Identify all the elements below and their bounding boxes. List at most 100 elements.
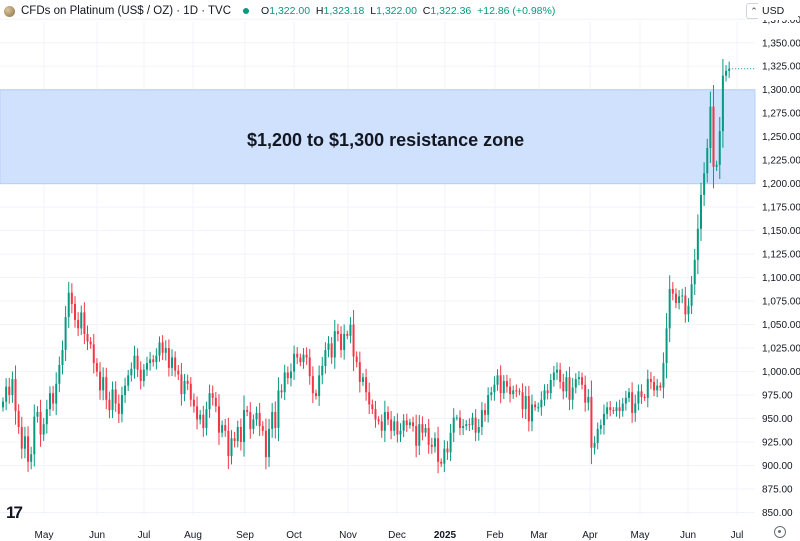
candle-body (152, 359, 155, 363)
candle (465, 419, 468, 431)
candle (167, 339, 170, 377)
candle-body (452, 417, 455, 433)
candle (330, 337, 333, 364)
price-tick-label: 1,250.00 (762, 132, 800, 143)
candle-body (499, 375, 502, 394)
candle (230, 430, 233, 465)
candle-body (471, 417, 474, 426)
candle (634, 394, 637, 422)
candle (186, 374, 189, 391)
candle (333, 319, 336, 369)
candle (158, 336, 161, 362)
candle-body (89, 341, 92, 345)
resistance-zone-label: $1,200 to $1,300 resistance zone (247, 130, 525, 150)
candle (534, 400, 537, 411)
candle (496, 369, 499, 391)
candle-body (584, 384, 587, 403)
tradingview-logo[interactable]: 17 (6, 503, 23, 522)
candle-body (527, 396, 530, 422)
candle (671, 282, 674, 301)
candle (368, 382, 371, 415)
candle (402, 414, 405, 438)
candle-body (111, 389, 114, 411)
time-tick-label: Aug (184, 530, 202, 541)
candle (440, 458, 443, 467)
chart-header: CFDs on Platinum (US$ / OZ) · 1D · TVC O… (0, 0, 740, 22)
candle (549, 373, 552, 400)
candle (11, 371, 14, 403)
candle-body (383, 411, 386, 431)
candle (374, 400, 377, 428)
candle-body (524, 396, 527, 410)
candle-body (11, 379, 14, 396)
candle-body (61, 349, 64, 365)
candle-body (133, 355, 136, 369)
candle (433, 432, 436, 453)
candle-body (496, 375, 499, 385)
candle-body (725, 70, 728, 76)
time-tick-label: Nov (339, 530, 357, 541)
settings-icon[interactable] (774, 526, 786, 538)
candle-body (546, 390, 549, 394)
candle (725, 65, 728, 82)
candle (48, 386, 51, 416)
candle (211, 385, 214, 406)
candle (277, 377, 280, 442)
candle-body (490, 392, 493, 396)
price-axis[interactable]: 850.00 875.00 900.00 925.00 950.00 975.00 1,00… (762, 15, 800, 519)
candle (446, 441, 449, 460)
candle (590, 380, 593, 465)
price-tick-label: 1,000.00 (762, 367, 800, 378)
time-axis[interactable]: May Jun Jul Aug Sep Oct Nov Dec 2025 Feb Mar Apr May… (35, 530, 744, 541)
candle (386, 406, 389, 426)
candle (678, 290, 681, 310)
candle-body (177, 370, 180, 375)
candle-body (305, 354, 308, 358)
symbol-title[interactable]: CFDs on Platinum (US$ / OZ) · 1D · TVC (21, 5, 232, 17)
candle (83, 302, 86, 345)
candle-body (565, 377, 568, 392)
candle (183, 373, 186, 402)
candle (246, 405, 249, 417)
candle (311, 366, 314, 404)
candle-body (221, 425, 224, 433)
candle-body (311, 376, 314, 394)
candle-body (180, 374, 183, 395)
candle (343, 324, 346, 360)
candle (556, 362, 559, 380)
candle (709, 91, 712, 164)
candle-body (23, 436, 26, 449)
candle-body (609, 407, 612, 411)
candle-body (211, 393, 214, 398)
candle-body (243, 410, 246, 443)
time-tick-label: 2025 (434, 530, 457, 541)
candle (208, 384, 211, 418)
currency-selector[interactable]: USD (758, 2, 798, 20)
candle-body (505, 380, 508, 387)
candle-body (612, 410, 615, 412)
candle (36, 406, 39, 423)
candle (484, 403, 487, 422)
candle-body (440, 461, 443, 464)
candle (624, 390, 627, 411)
candle-body (318, 375, 321, 397)
candle (296, 347, 299, 365)
candle (687, 298, 690, 323)
candle (684, 287, 687, 323)
candle (468, 418, 471, 431)
price-tick-label: 1,075.00 (762, 297, 800, 308)
candle-body (399, 430, 402, 435)
candle-body (158, 342, 161, 356)
candle-body (258, 412, 261, 427)
candle-body (418, 424, 421, 446)
candle-body (349, 324, 352, 336)
candle-body (196, 406, 199, 420)
candle (214, 392, 217, 413)
time-tick-label: Jun (680, 530, 696, 541)
candle (546, 384, 549, 400)
candle (45, 399, 48, 434)
candle-body (277, 390, 280, 428)
candle-body (77, 319, 80, 329)
candle (105, 367, 108, 410)
